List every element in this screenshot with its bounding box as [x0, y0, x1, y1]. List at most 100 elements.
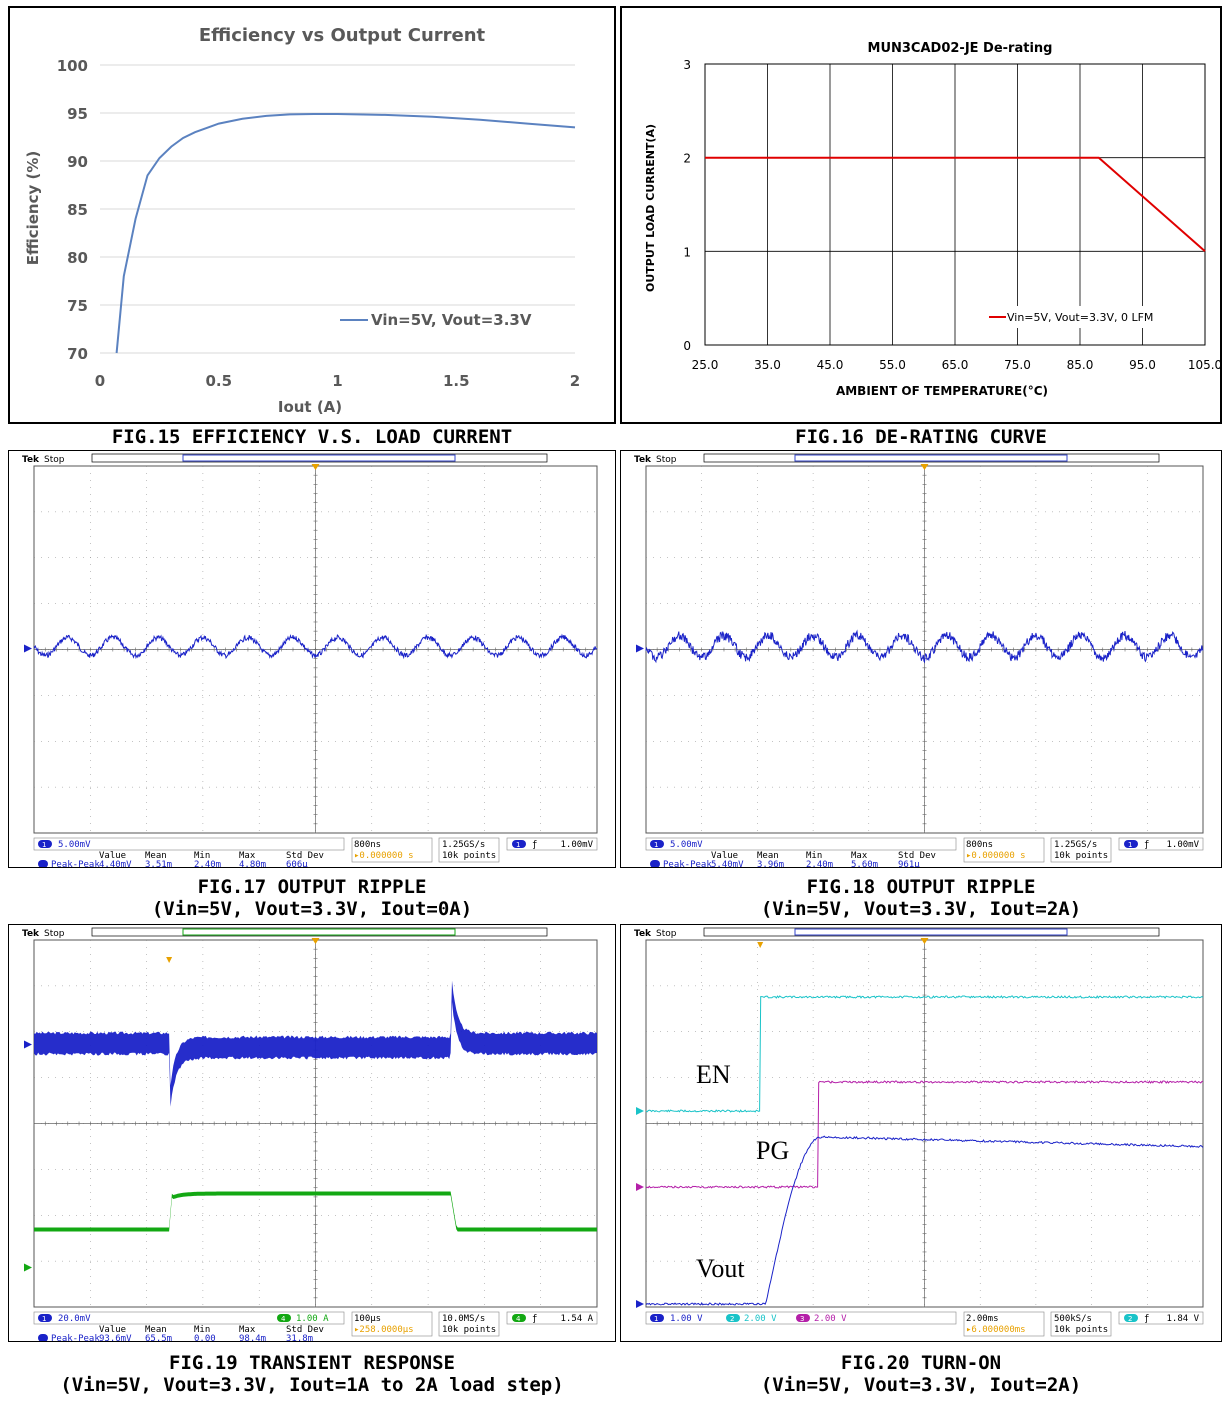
fig15-panel: Efficiency vs Output Current Efficiency … [8, 6, 616, 424]
ch1-ripple-trace [645, 629, 1204, 664]
record-length: 10k points [1054, 851, 1108, 861]
trigger-delay: ▸0.000000 s [966, 851, 1026, 861]
trigger-source-label: 1 [516, 841, 520, 849]
ch3-power-good-trace [645, 1080, 1204, 1189]
acq-status: Stop [656, 929, 677, 939]
y-tick-label: 95 [67, 105, 88, 123]
trigger-slope-icon: ƒ [1144, 840, 1149, 850]
y-tick-label: 70 [67, 345, 88, 363]
meas-value: 2.40m [194, 860, 221, 868]
meas-value: 4.80m [239, 860, 266, 868]
trigger-source-label: 2 [1128, 1315, 1132, 1323]
timebase-box [351, 837, 433, 863]
meas-label: Peak-Peak [51, 1334, 100, 1342]
meas-label: Peak-Peak [663, 860, 712, 868]
series-line-derating [705, 156, 1206, 253]
trigger-source-badge [1124, 1314, 1138, 1322]
trigger-box [1118, 837, 1204, 851]
x-tick-label: 75.0 [1004, 358, 1031, 372]
brand-logo: Tek [634, 929, 652, 939]
x-tick-label: 2 [570, 372, 580, 390]
y-tick-label: 0 [683, 339, 691, 353]
fig20-caption: FIG.20 TURN-ON (Vin=5V, Vout=3.3V, Iout=… [620, 1352, 1222, 1396]
ch1-badge-label: 1 [654, 841, 658, 849]
legend-label: Vin=5V, Vout=3.3V, 0 LFM [1007, 311, 1153, 324]
fig18-caption: FIG.18 OUTPUT RIPPLE (Vin=5V, Vout=3.3V,… [620, 876, 1222, 920]
acq-status: Stop [44, 929, 65, 939]
fig16-caption: FIG.16 DE-RATING CURVE [795, 426, 1047, 448]
trigger-position-marker [311, 938, 320, 944]
brand-logo: Tek [22, 455, 40, 465]
trigger-delay: ▸0.000000 s [354, 851, 414, 861]
record-bar [91, 453, 548, 463]
ch1-vout-trace [645, 1135, 1204, 1306]
record-length: 10k points [1054, 1325, 1108, 1335]
acq-status: Stop [656, 455, 677, 465]
record-window [794, 454, 1068, 462]
y-tick-label: 3 [683, 58, 691, 72]
channel-settings-box [645, 837, 957, 851]
ch1-scale: 20.0mV [58, 1314, 91, 1324]
x-tick-label: 0.5 [205, 372, 232, 390]
trigger-position-marker [311, 464, 320, 470]
meas-value: 3.96m [757, 860, 784, 868]
y-tick-label: 90 [67, 153, 88, 171]
timebase-box [963, 1311, 1045, 1337]
fig15-caption: FIG.15 EFFICIENCY V.S. LOAD CURRENT [111, 426, 513, 448]
timebase: 800ns [354, 840, 381, 850]
y-axis-label: OUTPUT LOAD CURRENT(A) [644, 124, 657, 292]
x-tick-label: 105.0 [1188, 358, 1222, 372]
ch2-badge-label: 2 [730, 1315, 734, 1323]
series-line-efficiency [115, 113, 576, 354]
sample-rate-box [438, 837, 500, 863]
meas-value: 0.00 [194, 1334, 216, 1342]
meas-header: Std Dev [898, 851, 936, 861]
caption-line-1: FIG.18 OUTPUT RIPPLE [806, 876, 1036, 898]
trigger-position-marker [920, 938, 929, 944]
record-bar [703, 927, 1160, 937]
meas-value: 961µ [898, 860, 920, 868]
scope-background [9, 925, 615, 1341]
y-tick-label: 100 [57, 57, 88, 75]
x-tick-label: 25.0 [692, 358, 719, 372]
ch3-ground-marker [636, 1183, 644, 1191]
timebase-box [963, 837, 1045, 863]
scope-screen: Tek Stop 1 5.00mV 800ns▸0.000000 s 1.25GS/s10… [621, 451, 1221, 868]
caption-line-1: FIG.20 TURN-ON [840, 1352, 1002, 1374]
meas-value: 65.5m [145, 1334, 172, 1342]
meas-value: 4.40mV [99, 860, 132, 868]
brand-logo: Tek [22, 929, 40, 939]
meas-value: 606µ [286, 860, 308, 868]
sample-rate: 1.25GS/s [442, 840, 485, 850]
ch4-load-current-trace [34, 1191, 597, 1232]
efficiency-chart: Efficiency vs Output Current Efficiency … [24, 25, 580, 416]
en-label: EN [696, 1060, 731, 1089]
y-axis-label: Efficiency (%) [24, 151, 42, 266]
y-tick-label: 85 [67, 201, 88, 219]
x-axis-label: AMBIENT OF TEMPERATURE(°C) [836, 384, 1048, 398]
trigger-marker [757, 942, 764, 948]
channel-settings-box [33, 837, 345, 851]
ch4-scale: 1.00 A [296, 1314, 329, 1324]
x-tick-label: 45.0 [817, 358, 844, 372]
chart-title: Efficiency vs Output Current [199, 25, 486, 46]
meas-source-badge [38, 1334, 48, 1341]
meas-source-badge [650, 860, 660, 867]
legend-box [984, 306, 1184, 328]
record-length: 10k points [442, 851, 496, 861]
ch1-badge [38, 1314, 52, 1322]
trigger-slope-icon: ƒ [1144, 1314, 1149, 1324]
fig20-scope: Tek Stop EN PG Vout 1 1.00 V 2 2.00 V 3 2.00 V 2.00… [620, 924, 1222, 1342]
ch3-badge-label: 3 [800, 1315, 804, 1323]
record-window [794, 928, 1068, 936]
ch1-ground-marker [636, 1300, 644, 1308]
meas-header: Min [806, 851, 822, 861]
trigger-level: 1.00mV [1166, 840, 1199, 850]
ch3-badge [796, 1314, 810, 1322]
meas-header: Mean [145, 851, 167, 861]
meas-header: Min [194, 1325, 210, 1335]
sample-rate: 500kS/s [1054, 1314, 1092, 1324]
y-tick-label: 1 [683, 245, 691, 259]
trigger-source-badge [512, 1314, 526, 1322]
channel-settings-box [33, 1311, 345, 1325]
